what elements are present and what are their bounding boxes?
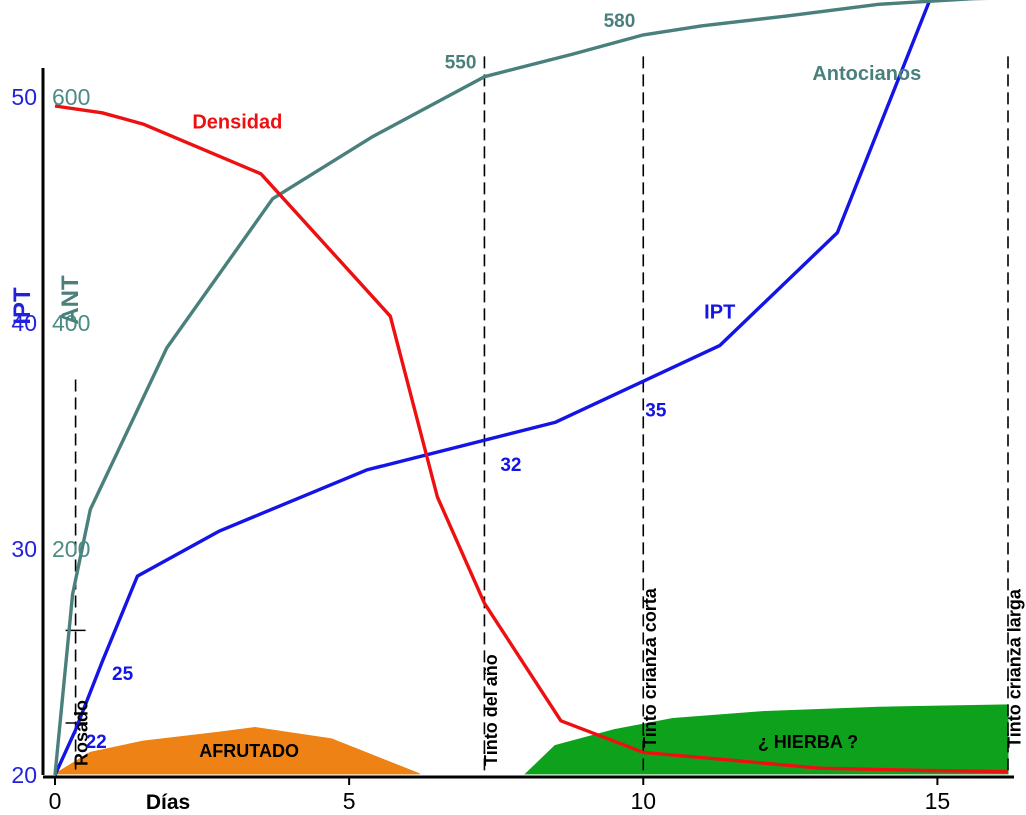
- x-tick-label: 5: [343, 788, 356, 814]
- y-tick-label-ipt: 20: [11, 762, 37, 788]
- data-label-antocianos-580: 580: [604, 11, 636, 32]
- area-afrutado: [53, 726, 420, 775]
- x-axis-title: Días: [146, 791, 190, 814]
- series-densidad-line: [54, 104, 1009, 774]
- y-tick-label-ant: 200: [52, 536, 90, 562]
- y-tick-label-ipt: 50: [11, 84, 37, 110]
- vline-label-rosado: Rosado: [71, 700, 91, 766]
- y-tick-label-ant: 600: [52, 84, 90, 110]
- y-tick-label-ant: 400: [52, 310, 90, 336]
- label-layer: AFRUTADO ¿ HIERBA ? Rosado Tinto del año Tin…: [71, 11, 1025, 766]
- data-label-ipt-32: 32: [500, 455, 521, 476]
- x-tick-label: 15: [925, 788, 951, 814]
- x-tick-label: 10: [630, 788, 656, 814]
- vline-label-tinto-del-a-o: Tinto del año: [481, 654, 501, 766]
- series-layer: [53, 0, 1009, 776]
- x-tick-label: 0: [49, 788, 62, 814]
- axes-layer: 0 5 10 15 Días 20 30 40 50 200 400 600 IPT ANT: [9, 68, 1014, 814]
- data-label-ipt-35: 35: [645, 400, 667, 421]
- y-axis-title-ipt: IPT: [9, 287, 36, 325]
- data-label-antocianos-550: 550: [445, 53, 477, 74]
- area-label-afrutado: AFRUTADO: [199, 741, 299, 761]
- series-antocianos-line: [53, 0, 988, 776]
- area-layer: [53, 704, 1009, 775]
- y-tick-label-ipt: 30: [11, 536, 37, 562]
- vertical-line-layer: [65, 56, 1009, 775]
- series-ipt-label: IPT: [704, 301, 735, 323]
- series-densidad-label: Densidad: [192, 112, 282, 134]
- series-ipt-line: [53, 0, 932, 776]
- data-label-ipt-22: 22: [86, 732, 107, 753]
- area-label-hierba: ¿ HIERBA ?: [758, 732, 858, 752]
- data-label-ipt-25: 25: [112, 664, 134, 685]
- vline-label-tinto-crianza-corta: Tinto crianza corta: [640, 587, 660, 748]
- y-axis-title-ant: ANT: [57, 275, 84, 325]
- series-antocianos-label: Antocianos: [812, 63, 921, 85]
- y-tick-label-ipt: 40: [11, 310, 37, 336]
- vline-label-tinto-crianza-larga: Tinto crianza larga: [1005, 588, 1025, 748]
